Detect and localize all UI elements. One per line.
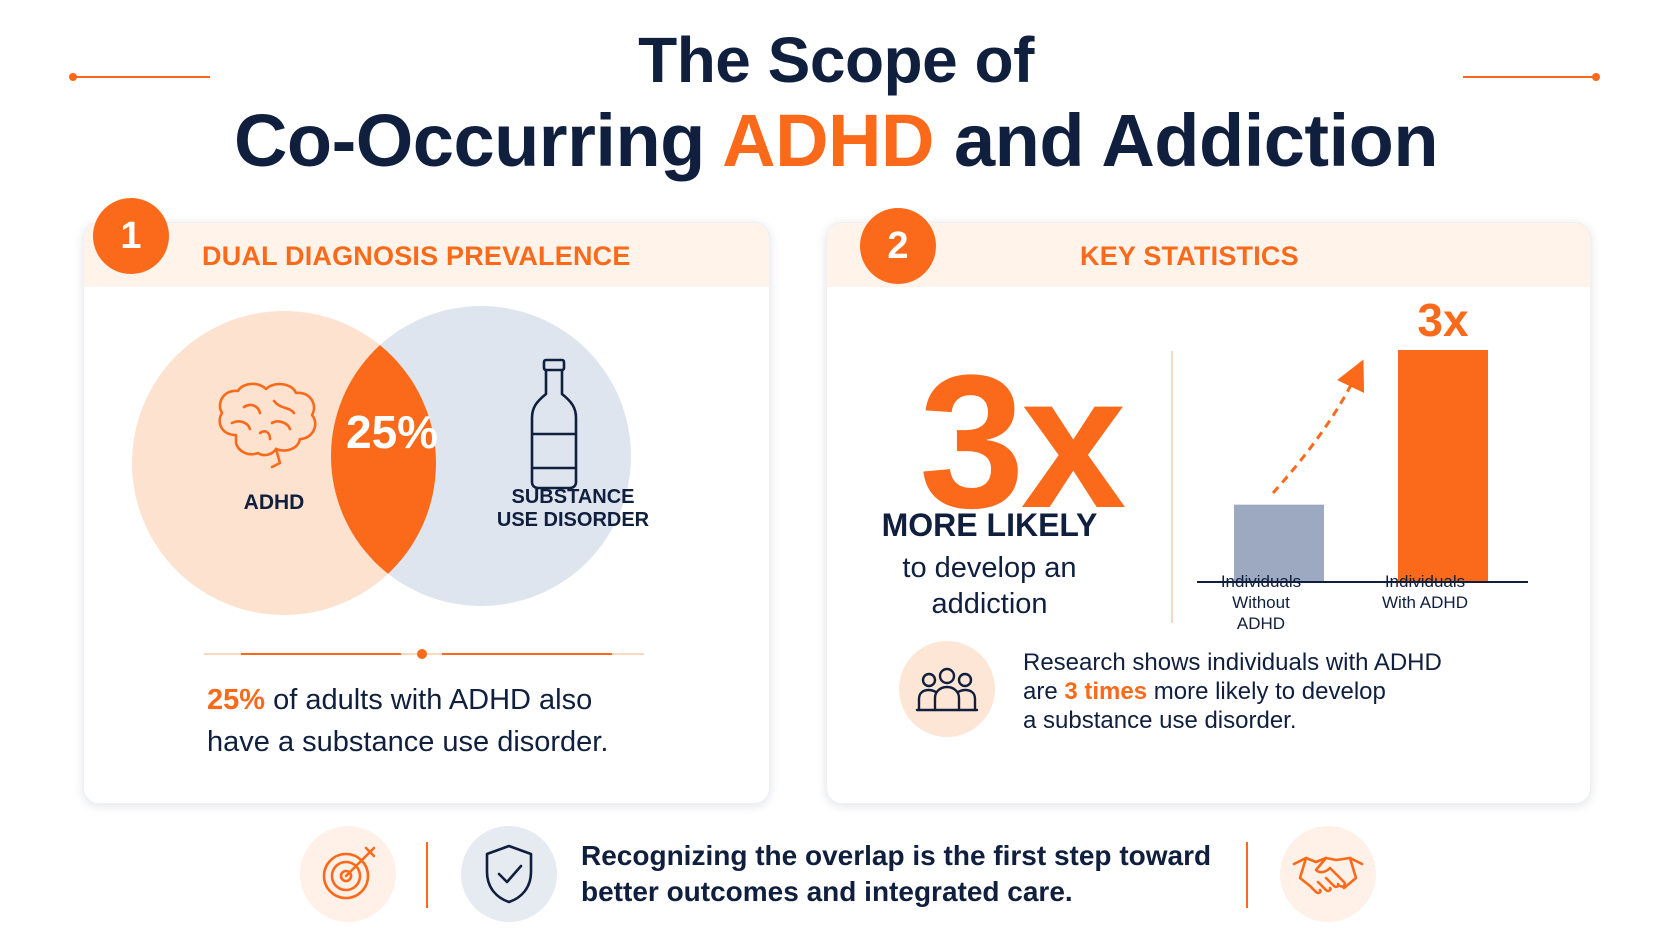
shield-icon-circle (461, 826, 557, 922)
header-deco-dot-right (1592, 73, 1600, 81)
header-deco-dot-left (69, 73, 77, 81)
target-icon-circle (300, 826, 396, 922)
venn-right-label-line1: SUBSTANCE (511, 486, 635, 508)
panel1-stat-highlight: 25% (207, 684, 266, 716)
panel1-stat-line1: 25% of adults with ADHD also (207, 679, 608, 721)
venn-left-label: ADHD (243, 491, 305, 514)
people-icon (915, 667, 979, 712)
trend-arrow (1271, 359, 1365, 495)
panel2-header-band (827, 223, 1590, 287)
brain-icon (218, 382, 317, 469)
venn-overlap-value: 25% (346, 406, 439, 458)
research-highlight: 3 times (1064, 678, 1148, 705)
research-line2-post: more likely to develop (1147, 678, 1386, 705)
panel1-header-band (84, 223, 769, 287)
shield-check-icon (485, 844, 533, 904)
target-icon (322, 846, 376, 900)
panel2-research-text: Research shows individuals with ADHD are… (1023, 648, 1442, 735)
footer-line1: Recognizing the overlap is the first ste… (581, 840, 1212, 871)
handshake-icon-circle (1280, 826, 1376, 922)
footer-separator-left (426, 842, 428, 908)
panel2-vertical-divider (1171, 351, 1173, 623)
header-deco-line-right (1463, 76, 1595, 78)
title-accent: ADHD (722, 99, 934, 182)
bar-label-without-adhd: Individuals Without ADHD (1209, 571, 1313, 634)
panel2-more-likely: MORE LIKELY (881, 507, 1098, 543)
page-title-line2: Co-Occurring ADHD and Addiction (0, 98, 1672, 184)
handshake-icon (1292, 856, 1364, 895)
research-line2-pre: are (1023, 678, 1065, 705)
panel2-develop-line1: to develop an (902, 552, 1077, 584)
title-pre: Co-Occurring (233, 99, 723, 182)
panel1-divider-accent-left (241, 653, 401, 655)
panel2-develop-line2: addiction (931, 588, 1048, 620)
venn-right-label: SUBSTANCE USE DISORDER (488, 486, 658, 532)
panel2-develop-text: to develop an addiction (857, 550, 1122, 622)
bar-label-without-line2: Without ADHD (1232, 593, 1290, 633)
panel1-stat-line1-rest: of adults with ADHD also (265, 684, 593, 716)
research-line2: are 3 times more likely to develop (1023, 677, 1442, 706)
panel1-stat-line2: have a substance use disorder. (207, 726, 609, 758)
panel2-big-value: 3x (919, 336, 1126, 548)
bottle-icon (530, 358, 578, 490)
people-icon-circle (899, 641, 995, 737)
footer-separator-right (1246, 842, 1248, 908)
footer-message: Recognizing the overlap is the first ste… (581, 838, 1211, 910)
footer-line2: better outcomes and integrated care. (581, 876, 1073, 907)
header-deco-line-left (75, 76, 210, 78)
title-post: and Addiction (933, 99, 1439, 182)
panel1-stat-text: 25% of adults with ADHD also have a subs… (207, 679, 608, 763)
bar-label-with-line2: With ADHD (1382, 593, 1468, 612)
panel1-divider-accent-right (442, 653, 612, 655)
panel1-number-badge: 1 (93, 198, 169, 274)
panel2-title: KEY STATISTICS (1080, 241, 1299, 271)
bar-with-adhd (1398, 350, 1488, 582)
venn-right-label-line2: USE DISORDER (496, 509, 650, 531)
bar-chart: 3x (1197, 294, 1528, 583)
panel1-title: DUAL DIAGNOSIS PREVALENCE (202, 241, 631, 271)
page-title-line1: The Scope of (638, 24, 1034, 96)
bar-label-with-adhd: Individuals With ADHD (1373, 571, 1477, 613)
panel1-divider-dot (417, 649, 427, 659)
bar-label-with-line1: Individuals (1384, 572, 1466, 591)
research-line1: Research shows individuals with ADHD (1023, 649, 1442, 676)
panel-dual-diagnosis: DUAL DIAGNOSIS PREVALENCE ADHD 25% SUBST… (83, 222, 770, 804)
bar-without-adhd (1234, 504, 1324, 582)
bar-label-without-line1: Individuals (1220, 572, 1302, 591)
panel2-number-badge: 2 (860, 208, 936, 284)
panel-key-statistics: KEY STATISTICS 3x MORE LIKELY to develop… (826, 222, 1591, 804)
venn-diagram (132, 306, 631, 615)
bar-data-label: 3x (1417, 294, 1469, 346)
research-line3: a substance use disorder. (1023, 707, 1297, 734)
venn-overlap (331, 311, 436, 606)
